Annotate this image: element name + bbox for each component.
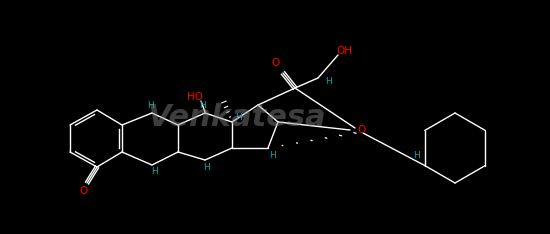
Text: H: H [204, 164, 210, 172]
Text: H: H [151, 168, 157, 176]
Text: O: O [358, 125, 366, 135]
Text: H: H [324, 77, 331, 85]
Text: H: H [413, 151, 420, 160]
Text: H: H [147, 102, 153, 110]
Text: OH: OH [336, 46, 352, 56]
Text: Venkatesa: Venkatesa [147, 102, 326, 132]
Text: H: H [270, 151, 276, 161]
Text: O: O [80, 186, 88, 196]
Text: HO: HO [187, 92, 203, 102]
Text: H: H [235, 113, 241, 123]
Text: O: O [272, 58, 280, 68]
Text: H: H [200, 100, 206, 110]
